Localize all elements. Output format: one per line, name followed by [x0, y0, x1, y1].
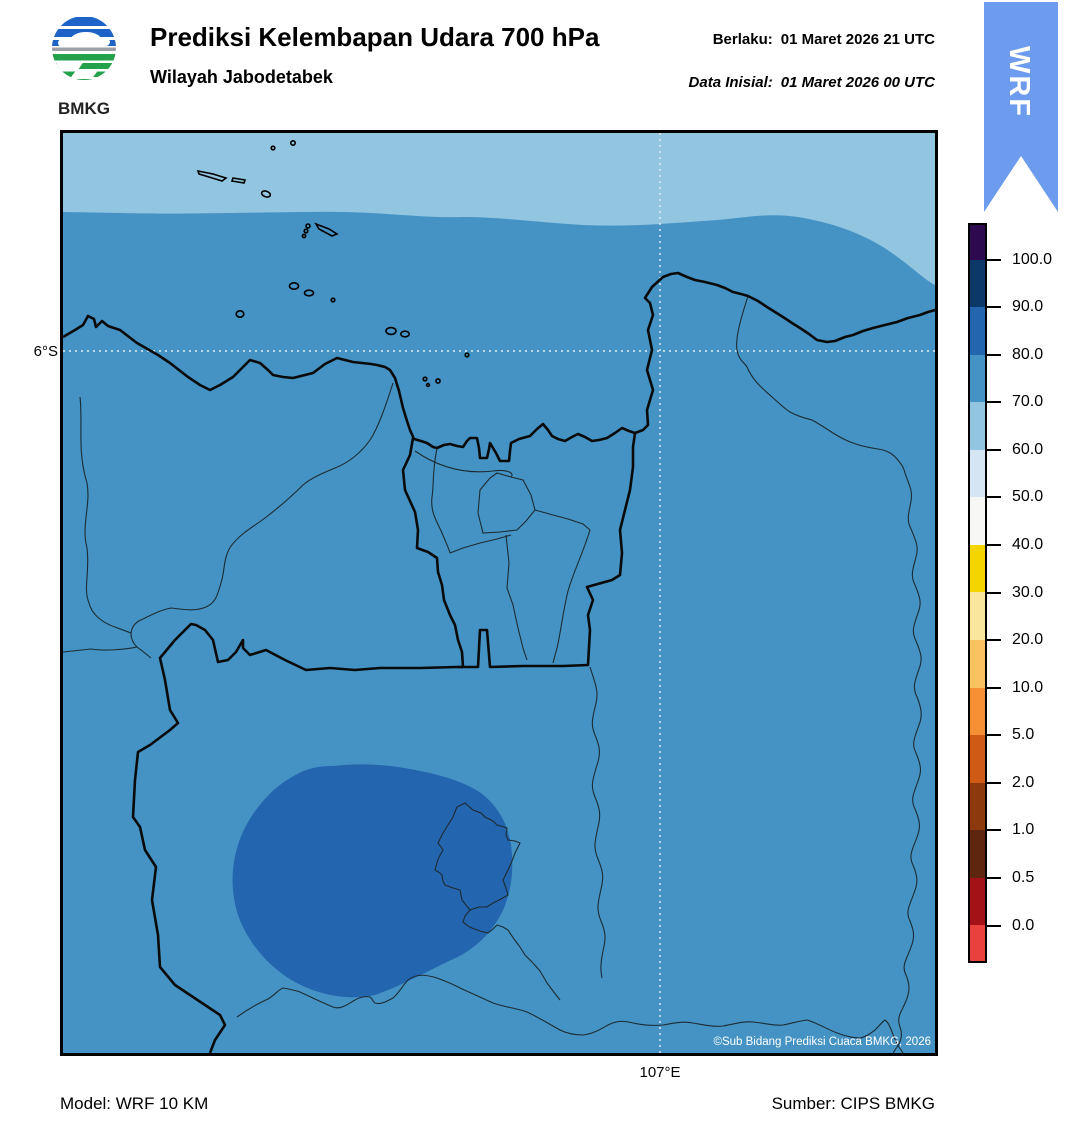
- colorbar-tick-label: 100.0: [1012, 250, 1053, 268]
- initial-time-value: 01 Maret 2026 00 UTC: [780, 74, 935, 91]
- rh-60-70-region: [63, 133, 935, 285]
- colorbar: [968, 223, 987, 963]
- colorbar-tick: [987, 924, 1001, 927]
- colorbar-tick-label: 0.5: [1012, 868, 1035, 886]
- colorbar-segment: [970, 354, 985, 403]
- colorbar-segment: [970, 877, 985, 926]
- islands: [196, 140, 470, 388]
- regency-boundaries: [63, 295, 922, 1053]
- colorbar-tick-label: 90.0: [1012, 298, 1044, 316]
- colorbar-segment: [970, 497, 985, 545]
- colorbar-tick: [987, 258, 1001, 261]
- colorbar-tick-label: 2.0: [1012, 773, 1035, 791]
- logo-text: BMKG: [58, 99, 110, 118]
- colorbar-tick-label: 70.0: [1012, 393, 1044, 411]
- colorbar-segment: [970, 402, 985, 450]
- colorbar-tick: [987, 781, 1001, 784]
- valid-time-line: Berlaku: 01 Maret 2026 21 UTC: [713, 31, 935, 48]
- colorbar-tick-label: 80.0: [1012, 345, 1044, 363]
- colorbar-tick: [987, 639, 1001, 642]
- colorbar-tick: [987, 876, 1001, 879]
- forecast-map: ©Sub Bidang Prediksi Cuaca BMKG, 2026: [60, 130, 938, 1056]
- colorbar-tick: [987, 353, 1001, 356]
- colorbar-segment: [970, 687, 985, 736]
- rh-80-90-region: [232, 764, 513, 998]
- province-boundaries: [131, 432, 637, 1053]
- colorbar-segment: [970, 640, 985, 688]
- source-label: Sumber: CIPS BMKG: [771, 1094, 935, 1113]
- colorbar-tick: [987, 448, 1001, 451]
- valid-time-label: Berlaku:: [712, 31, 773, 48]
- model-label: Model: WRF 10 KM: [60, 1094, 209, 1113]
- colorbar-tick: [987, 401, 1001, 404]
- initial-time-label: Data Inisial:: [688, 74, 773, 91]
- coastline: [63, 271, 935, 463]
- colorbar-segment: [970, 307, 985, 355]
- colorbar-tick-label: 60.0: [1012, 440, 1044, 458]
- colorbar-tick: [987, 306, 1001, 309]
- colorbar-tick: [987, 734, 1001, 737]
- bmkg-logo: BMKG: [52, 16, 116, 118]
- colorbar-segment: [970, 592, 985, 640]
- colorbar-segment: [970, 225, 985, 260]
- valid-time-value: 01 Maret 2026 21 UTC: [780, 31, 935, 48]
- colorbar-tick-label: 10.0: [1012, 678, 1044, 696]
- map-canvas: ©Sub Bidang Prediksi Cuaca BMKG, 2026: [63, 133, 935, 1053]
- ribbon-text: WRF: [1003, 46, 1035, 118]
- colorbar-tick-label: 0.0: [1012, 916, 1035, 934]
- initial-time-line: Data Inisial: 01 Maret 2026 00 UTC: [689, 74, 935, 91]
- colorbar-segment: [970, 259, 985, 308]
- colorbar-tick: [987, 591, 1001, 594]
- page-title: Prediksi Kelembapan Udara 700 hPa: [150, 22, 600, 52]
- wrf-ribbon: WRF: [984, 2, 1058, 212]
- ribbon-shape: [984, 2, 1058, 212]
- map-copyright: ©Sub Bidang Prediksi Cuaca BMKG, 2026: [713, 1036, 931, 1048]
- colorbar-segments: [970, 225, 985, 961]
- colorbar-tick: [987, 543, 1001, 546]
- colorbar-segment: [970, 544, 985, 593]
- colorbar-tick: [987, 829, 1001, 832]
- colorbar-tick-label: 40.0: [1012, 535, 1044, 553]
- colorbar-segment: [970, 782, 985, 831]
- colorbar-tick: [987, 496, 1001, 499]
- colorbar-tick-label: 50.0: [1012, 488, 1044, 506]
- colorbar-segment: [970, 830, 985, 878]
- colorbar-tick-label: 1.0: [1012, 821, 1035, 839]
- y-axis-tick-label: 6°S: [33, 343, 58, 360]
- colorbar-segment: [970, 735, 985, 783]
- colorbar-tick-label: 5.0: [1012, 726, 1035, 744]
- colorbar-tick-label: 30.0: [1012, 583, 1044, 601]
- colorbar-segment: [970, 925, 985, 961]
- colorbar-segment: [970, 449, 985, 498]
- colorbar-tick-label: 20.0: [1012, 631, 1044, 649]
- page-subtitle: Wilayah Jabodetabek: [150, 67, 333, 87]
- colorbar-tick: [987, 686, 1001, 689]
- x-axis-tick-label: 107°E: [639, 1064, 681, 1081]
